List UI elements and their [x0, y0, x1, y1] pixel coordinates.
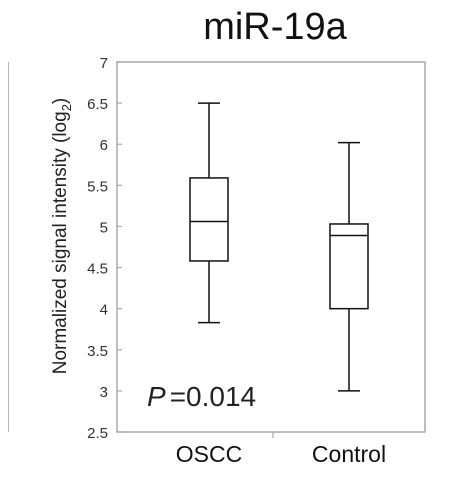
y-tick-label: 5.5	[87, 178, 108, 195]
y-tick-label: 4	[100, 302, 108, 319]
y-tick-label: 3.5	[87, 343, 108, 360]
y-tick-label: 2.5	[87, 425, 108, 442]
y-axis-label: Normalized signal intensity (log2)	[50, 98, 74, 375]
p-symbol: P	[147, 381, 166, 412]
y-tick-label: 4.5	[87, 261, 108, 278]
adjacent-panel-edge	[0, 62, 9, 432]
p-value-annotation: P =0.014	[147, 381, 256, 412]
y-tick-label: 7	[100, 55, 108, 72]
x-tick-label: Control	[312, 441, 386, 467]
box-iqr	[189, 177, 229, 262]
y-tick-label: 6	[100, 137, 108, 154]
x-tick-label: OSCC	[176, 441, 242, 467]
y-axis-label-text: Normalized signal intensity (log	[50, 111, 72, 375]
chart-title: miR-19a	[203, 6, 347, 48]
y-tick-label: 3	[100, 384, 108, 401]
box-iqr	[329, 223, 369, 310]
y-axis-label-close: )	[50, 97, 72, 105]
y-tick-label: 6.5	[87, 96, 108, 113]
y-axis-label-subscript: 2	[58, 104, 74, 112]
plot-frame	[116, 61, 426, 433]
y-tick-label: 5	[100, 219, 108, 236]
p-value-text: =0.014	[170, 381, 256, 412]
